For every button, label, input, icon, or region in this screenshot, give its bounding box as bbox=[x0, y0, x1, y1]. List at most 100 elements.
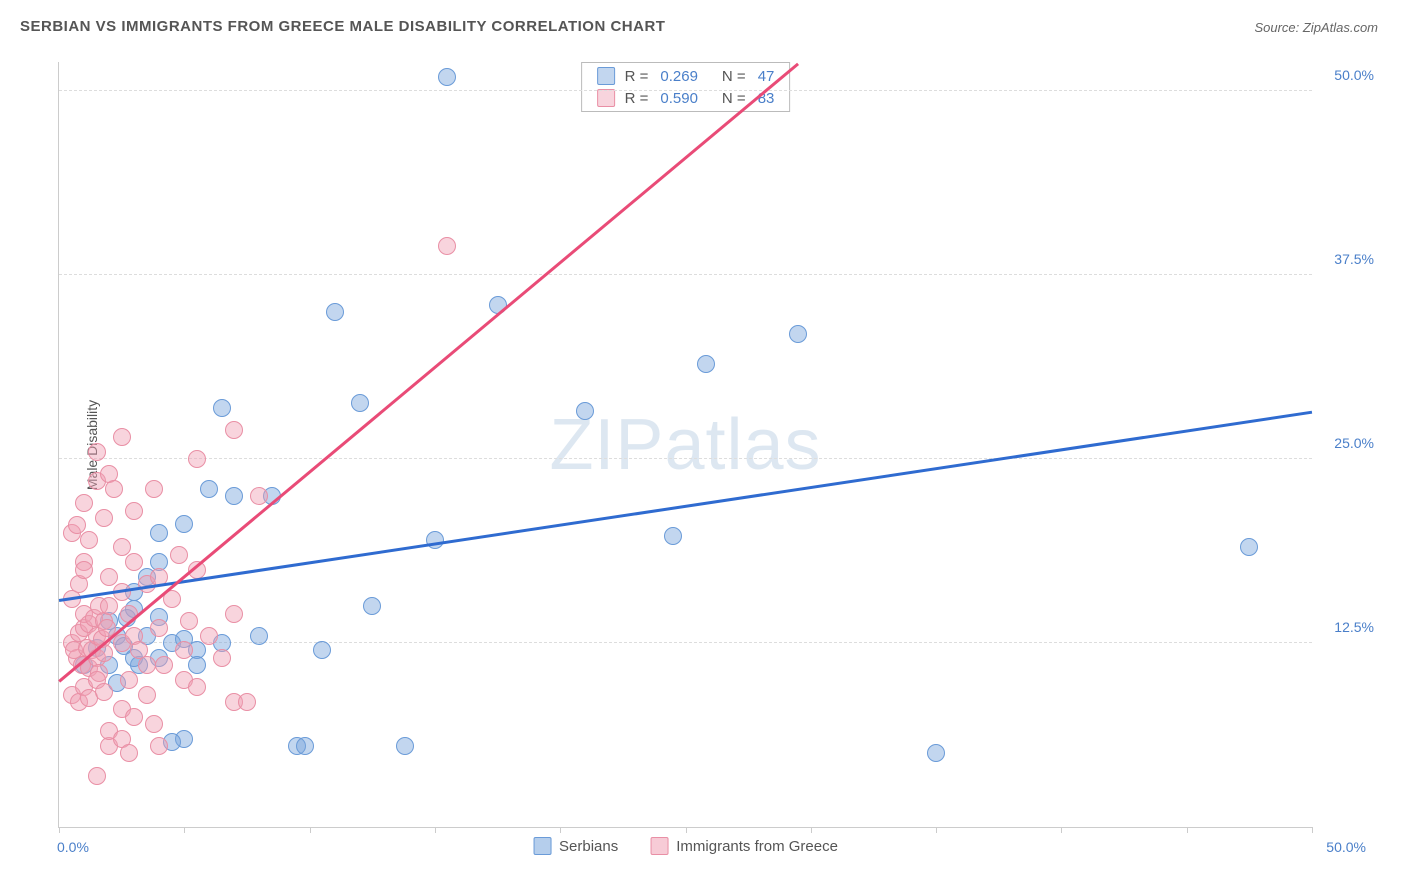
data-point bbox=[238, 693, 256, 711]
n-label: N = bbox=[722, 90, 746, 107]
x-tick bbox=[936, 827, 937, 833]
data-point bbox=[145, 715, 163, 733]
data-point bbox=[125, 553, 143, 571]
grid-line bbox=[59, 90, 1312, 91]
data-point bbox=[927, 744, 945, 762]
data-point bbox=[150, 737, 168, 755]
data-point bbox=[188, 450, 206, 468]
data-point bbox=[125, 708, 143, 726]
data-point bbox=[120, 744, 138, 762]
data-point bbox=[75, 494, 93, 512]
grid-line bbox=[59, 642, 1312, 643]
legend-statistics: R =0.269N =47R =0.590N =83 bbox=[581, 62, 791, 112]
r-label: R = bbox=[625, 90, 649, 107]
y-tick-label: 12.5% bbox=[1334, 619, 1374, 635]
source-attribution: Source: ZipAtlas.com bbox=[1254, 20, 1378, 35]
legend-label: Immigrants from Greece bbox=[676, 838, 838, 855]
x-tick bbox=[560, 827, 561, 833]
data-point bbox=[75, 561, 93, 579]
legend-stat-row: R = 0.269 N = 47 bbox=[597, 65, 775, 87]
data-point bbox=[313, 641, 331, 659]
data-point bbox=[1240, 538, 1258, 556]
data-point bbox=[150, 524, 168, 542]
data-point bbox=[225, 421, 243, 439]
data-point bbox=[138, 686, 156, 704]
data-point bbox=[225, 605, 243, 623]
data-point bbox=[250, 627, 268, 645]
legend-label: Serbians bbox=[559, 838, 618, 855]
data-point bbox=[155, 656, 173, 674]
data-point bbox=[200, 627, 218, 645]
legend-item: Immigrants from Greece bbox=[650, 837, 838, 855]
data-point bbox=[88, 443, 106, 461]
data-point bbox=[438, 68, 456, 86]
data-point bbox=[145, 480, 163, 498]
x-tick bbox=[184, 827, 185, 833]
data-point bbox=[396, 737, 414, 755]
data-point bbox=[100, 597, 118, 615]
data-point bbox=[113, 428, 131, 446]
x-tick bbox=[686, 827, 687, 833]
data-point bbox=[95, 509, 113, 527]
x-tick bbox=[1187, 827, 1188, 833]
data-point bbox=[188, 656, 206, 674]
data-point bbox=[88, 767, 106, 785]
r-value: 0.590 bbox=[660, 90, 698, 107]
data-point bbox=[188, 678, 206, 696]
r-value: 0.269 bbox=[660, 68, 698, 85]
data-point bbox=[68, 516, 86, 534]
grid-line bbox=[59, 458, 1312, 459]
x-tick bbox=[1312, 827, 1313, 833]
x-tick-label: 50.0% bbox=[1326, 839, 1366, 855]
n-label: N = bbox=[722, 68, 746, 85]
plot-area: Male Disability ZIPatlas R =0.269N =47R … bbox=[58, 62, 1312, 828]
data-point bbox=[95, 683, 113, 701]
data-point bbox=[170, 546, 188, 564]
data-point bbox=[105, 480, 123, 498]
legend-swatch bbox=[650, 837, 668, 855]
legend-swatch bbox=[597, 67, 615, 85]
chart-container: SERBIAN VS IMMIGRANTS FROM GREECE MALE D… bbox=[20, 18, 1382, 872]
legend-swatch bbox=[597, 89, 615, 107]
x-tick bbox=[435, 827, 436, 833]
data-point bbox=[175, 641, 193, 659]
data-point bbox=[150, 619, 168, 637]
data-point bbox=[438, 237, 456, 255]
data-point bbox=[326, 303, 344, 321]
x-tick-label: 0.0% bbox=[57, 839, 89, 855]
data-point bbox=[180, 612, 198, 630]
data-point bbox=[225, 487, 243, 505]
data-point bbox=[351, 394, 369, 412]
y-tick-label: 50.0% bbox=[1334, 67, 1374, 83]
data-point bbox=[125, 502, 143, 520]
data-point bbox=[113, 538, 131, 556]
data-point bbox=[200, 480, 218, 498]
x-tick bbox=[59, 827, 60, 833]
data-point bbox=[80, 531, 98, 549]
data-point bbox=[296, 737, 314, 755]
data-point bbox=[213, 399, 231, 417]
r-label: R = bbox=[625, 68, 649, 85]
legend-swatch bbox=[533, 837, 551, 855]
data-point bbox=[100, 568, 118, 586]
data-point bbox=[120, 671, 138, 689]
data-point bbox=[175, 515, 193, 533]
x-tick bbox=[811, 827, 812, 833]
data-point bbox=[250, 487, 268, 505]
trend-line bbox=[58, 62, 799, 682]
data-point bbox=[363, 597, 381, 615]
y-tick-label: 37.5% bbox=[1334, 251, 1374, 267]
y-tick-label: 25.0% bbox=[1334, 435, 1374, 451]
grid-line bbox=[59, 274, 1312, 275]
data-point bbox=[576, 402, 594, 420]
trend-line bbox=[59, 411, 1312, 602]
n-value: 47 bbox=[758, 68, 775, 85]
x-tick bbox=[310, 827, 311, 833]
x-tick bbox=[1061, 827, 1062, 833]
legend-series: Serbians Immigrants from Greece bbox=[533, 837, 838, 855]
data-point bbox=[213, 649, 231, 667]
data-point bbox=[138, 656, 156, 674]
data-point bbox=[789, 325, 807, 343]
chart-title: SERBIAN VS IMMIGRANTS FROM GREECE MALE D… bbox=[20, 18, 1382, 35]
data-point bbox=[664, 527, 682, 545]
